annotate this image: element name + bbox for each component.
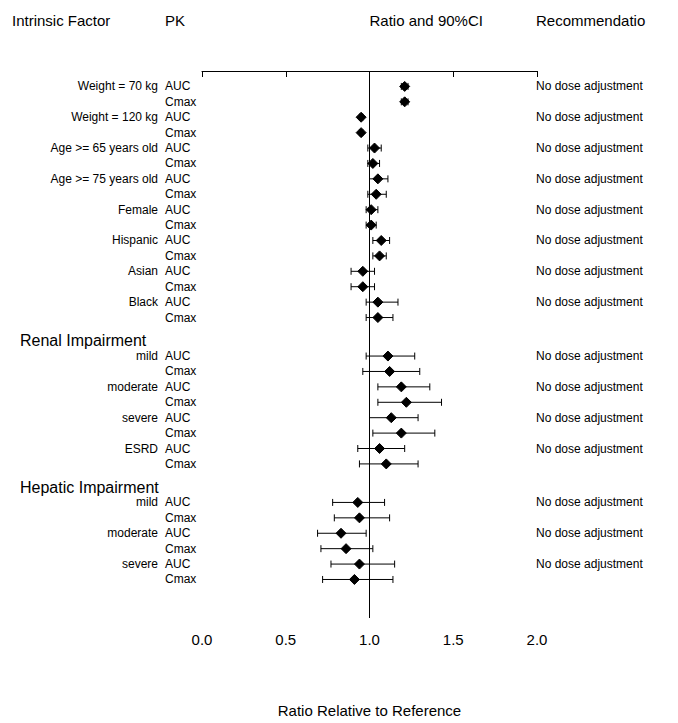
svg-text:AUC: AUC xyxy=(165,110,191,124)
svg-text:Cmax: Cmax xyxy=(165,218,196,232)
svg-text:Renal Impairment: Renal Impairment xyxy=(20,332,147,349)
svg-text:No dose adjustment: No dose adjustment xyxy=(536,557,643,571)
svg-text:Cmax: Cmax xyxy=(165,395,196,409)
svg-text:1.0: 1.0 xyxy=(359,631,380,648)
svg-text:Asian: Asian xyxy=(128,264,158,278)
svg-text:No dose adjustment: No dose adjustment xyxy=(536,526,643,540)
svg-text:AUC: AUC xyxy=(165,380,191,394)
svg-text:Weight = 120 kg: Weight = 120 kg xyxy=(71,110,158,124)
svg-text:Cmax: Cmax xyxy=(165,249,196,263)
svg-text:No dose adjustment: No dose adjustment xyxy=(536,203,643,217)
svg-text:Ratio and 90%CI: Ratio and 90%CI xyxy=(370,12,483,29)
svg-text:mild: mild xyxy=(136,495,158,509)
svg-text:Cmax: Cmax xyxy=(165,511,196,525)
svg-text:AUC: AUC xyxy=(165,233,191,247)
svg-text:mild: mild xyxy=(136,349,158,363)
svg-text:AUC: AUC xyxy=(165,442,191,456)
svg-text:AUC: AUC xyxy=(165,526,191,540)
svg-text:Cmax: Cmax xyxy=(165,187,196,201)
svg-text:Cmax: Cmax xyxy=(165,542,196,556)
svg-text:Cmax: Cmax xyxy=(165,457,196,471)
svg-text:0.0: 0.0 xyxy=(192,631,213,648)
svg-text:2.0: 2.0 xyxy=(527,631,548,648)
svg-text:Cmax: Cmax xyxy=(165,280,196,294)
svg-text:No dose adjustment: No dose adjustment xyxy=(536,172,643,186)
svg-text:AUC: AUC xyxy=(165,141,191,155)
svg-text:No dose adjustment: No dose adjustment xyxy=(536,349,643,363)
svg-text:AUC: AUC xyxy=(165,349,191,363)
svg-text:AUC: AUC xyxy=(165,172,191,186)
svg-text:Cmax: Cmax xyxy=(165,126,196,140)
svg-text:Age >= 75 years old: Age >= 75 years old xyxy=(51,172,158,186)
svg-text:Hepatic Impairment: Hepatic Impairment xyxy=(20,479,159,496)
svg-text:Age >= 65 years old: Age >= 65 years old xyxy=(51,141,158,155)
svg-text:Female: Female xyxy=(118,203,158,217)
svg-text:No dose adjustment: No dose adjustment xyxy=(536,411,643,425)
svg-text:Cmax: Cmax xyxy=(165,364,196,378)
svg-text:severe: severe xyxy=(122,411,158,425)
svg-text:AUC: AUC xyxy=(165,557,191,571)
svg-text:Hispanic: Hispanic xyxy=(112,233,158,247)
svg-text:No dose adjustment: No dose adjustment xyxy=(536,495,643,509)
svg-text:Black: Black xyxy=(129,295,159,309)
svg-text:No dose adjustment: No dose adjustment xyxy=(536,79,643,93)
svg-text:Cmax: Cmax xyxy=(165,572,196,586)
svg-text:severe: severe xyxy=(122,557,158,571)
svg-text:Intrinsic Factor: Intrinsic Factor xyxy=(12,12,110,29)
svg-text:No dose adjustment: No dose adjustment xyxy=(536,264,643,278)
svg-text:Cmax: Cmax xyxy=(165,156,196,170)
svg-text:No dose adjustment: No dose adjustment xyxy=(536,141,643,155)
svg-text:0.5: 0.5 xyxy=(275,631,296,648)
svg-text:Cmax: Cmax xyxy=(165,95,196,109)
svg-text:AUC: AUC xyxy=(165,264,191,278)
svg-text:moderate: moderate xyxy=(107,526,158,540)
svg-text:AUC: AUC xyxy=(165,295,191,309)
svg-text:No dose adjustment: No dose adjustment xyxy=(536,442,643,456)
svg-text:Recommendatio: Recommendatio xyxy=(536,12,645,29)
svg-text:No dose adjustment: No dose adjustment xyxy=(536,110,643,124)
svg-text:AUC: AUC xyxy=(165,411,191,425)
svg-text:moderate: moderate xyxy=(107,380,158,394)
svg-text:No dose adjustment: No dose adjustment xyxy=(536,295,643,309)
svg-text:1.5: 1.5 xyxy=(443,631,464,648)
svg-text:ESRD: ESRD xyxy=(125,442,159,456)
svg-text:No dose adjustment: No dose adjustment xyxy=(536,380,643,394)
svg-text:AUC: AUC xyxy=(165,79,191,93)
svg-text:No dose adjustment: No dose adjustment xyxy=(536,233,643,247)
svg-text:PK: PK xyxy=(165,12,185,29)
svg-text:Cmax: Cmax xyxy=(165,311,196,325)
svg-text:Ratio Relative to Reference: Ratio Relative to Reference xyxy=(278,702,461,719)
svg-text:Weight = 70 kg: Weight = 70 kg xyxy=(78,79,158,93)
svg-text:Cmax: Cmax xyxy=(165,426,196,440)
svg-text:AUC: AUC xyxy=(165,495,191,509)
svg-text:AUC: AUC xyxy=(165,203,191,217)
